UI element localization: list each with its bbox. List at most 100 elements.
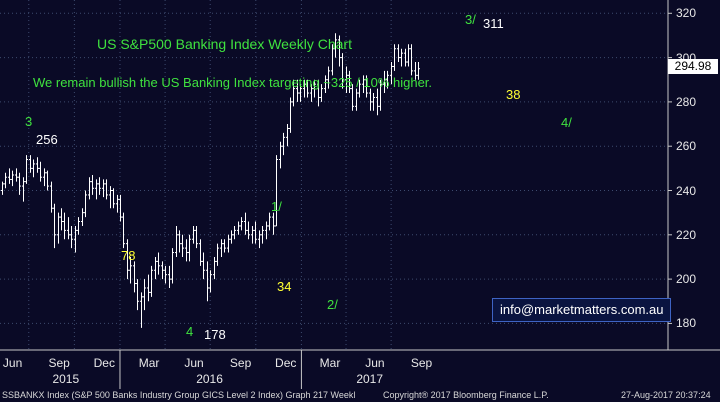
ohlc-bar [351,84,354,111]
ohlc-bar [365,75,368,98]
ohlc-bar [397,44,400,63]
ohlc-bar [32,159,35,178]
ohlc-bar [376,88,379,116]
x-tick-label: Sep [229,356,252,370]
ohlc-bar [237,221,240,235]
ohlc-bar [105,179,108,200]
x-tick-label: Mar [319,356,341,370]
ohlc-bar [355,88,358,111]
ohlc-bar [1,181,4,195]
last-price-label: 294.98 [668,59,718,74]
wave-annotation: 178 [204,327,226,342]
ohlc-bar [261,225,264,244]
chart-title: US S&P500 Banking Index Weekly Chart [97,36,352,52]
ohlc-bar [102,179,105,198]
ohlc-bar [171,248,174,284]
ohlc-bar [209,270,212,293]
ohlc-bar [331,44,334,76]
x-tick-label: Mar [138,356,160,370]
year-label: 2016 [196,372,223,386]
ohlc-bar [140,292,143,328]
ohlc-bar [15,168,18,182]
ohlc-bar [98,177,101,195]
ohlc-bar [372,93,375,111]
wave-annotation: 78 [121,248,136,263]
y-tick-label: 180 [676,316,697,331]
ohlc-bar [341,53,344,89]
ohlc-bar [157,252,160,275]
ohlc-bar [286,124,289,147]
ohlc-bar [116,194,119,213]
ohlc-bar [129,256,132,284]
wave-annotation: 3 [25,114,33,129]
ohlc-bar [91,175,94,195]
ohlc-bar [57,212,60,244]
ohlc-bar [310,84,313,102]
wave-annotation: 256 [36,132,58,147]
ohlc-bar [268,212,271,231]
ohlc-bar [348,70,351,94]
ohlc-bar [178,230,181,253]
ohlc-bar [88,177,91,200]
y-tick-label: 240 [676,183,697,198]
footer-timestamp: 27-Aug-2017 20:37:24 [621,390,711,400]
ohlc-bar [414,62,417,80]
ohlc-bar [199,239,202,266]
ohlc-series [1,33,420,328]
wave-annotation: 3/ [465,12,476,27]
ohlc-bar [60,208,63,231]
ohlc-bar [161,261,164,280]
wave-annotation: 38 [506,87,521,102]
ohlc-bar [324,75,327,94]
ohlc-bar [227,234,230,253]
ohlc-bar [369,88,372,111]
ohlc-bar [251,225,254,244]
ohlc-bar [36,157,39,173]
ohlc-bar [258,230,261,249]
ohlc-bar [320,84,323,102]
ohlc-bar [192,225,195,244]
ohlc-bar [240,217,243,231]
ohlc-bar [400,48,403,67]
ohlc-bar [147,274,150,302]
ohlc-bar [11,170,14,187]
ohlc-bar [410,44,413,76]
wave-annotation: 4/ [561,115,572,130]
wave-annotation: 311 [483,16,504,31]
ohlc-bar [223,239,226,253]
ohlc-bar [379,79,382,111]
ohlc-bar [133,261,136,293]
ohlc-bar [202,252,205,280]
ohlc-bar [327,66,330,89]
ohlc-bar [164,265,167,284]
ohlc-bar [53,203,56,249]
ohlc-bar [109,186,112,209]
ohlc-bar [18,172,21,195]
year-label: 2015 [52,372,80,386]
ohlc-bar [206,261,209,302]
ohlc-bar [358,79,361,98]
footer-security-info: SSBANKX Index (S&P 500 Banks Industry Gr… [2,390,356,400]
ohlc-bar [338,35,341,67]
ohlc-bar [265,221,268,240]
y-tick-label: 200 [676,272,697,287]
ohlc-bar [244,212,247,235]
ohlc-bar [168,265,171,288]
ohlc-bar [81,208,84,226]
ohlc-bar [95,179,98,200]
ohlc-bar [8,168,11,184]
wave-annotation: 2/ [327,297,338,312]
x-tick-label: Sep [410,356,433,370]
year-label: 2017 [356,372,384,386]
ohlc-bar [303,79,306,98]
ohlc-bar [185,239,188,262]
ohlc-bar [154,256,157,280]
ohlc-bar [70,225,73,249]
ohlc-bar [112,188,115,209]
ohlc-bar [126,239,129,280]
y-tick-label: 260 [676,139,697,154]
plot-area [0,0,668,350]
ohlc-bar [46,170,49,191]
ohlc-bar [317,79,320,107]
ohlc-bar [213,256,216,280]
